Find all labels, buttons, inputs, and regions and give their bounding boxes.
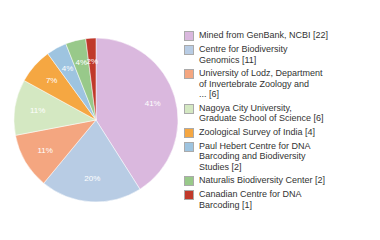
svg-text:20%: 20% (84, 174, 100, 183)
html-text:Naturalis Biodiversity Center: Naturalis Biodiversity Center [2] (199, 175, 326, 185)
html-text:Mined from GenBank, NCBI [22]: Mined from GenBank, NCBI [22] (199, 30, 329, 40)
svg-text:7%: 7% (46, 76, 58, 85)
html-text:Centre for Biodiversity Genomi: Centre for Biodiversity Genomics [11] (199, 44, 288, 65)
svg-text:2%: 2% (87, 57, 99, 66)
svg-text:4%: 4% (76, 58, 88, 67)
html-text:Canadian Centre for DNA Barcod: Canadian Centre for DNA Barcoding [1] (199, 189, 302, 210)
svg-text:4%: 4% (62, 64, 74, 73)
html-text:University of Lodz, Department: University of Lodz, Department of Invert… (199, 68, 323, 99)
svg-text:11%: 11% (30, 106, 45, 115)
svg-text:41%: 41% (145, 99, 161, 108)
html-text:Zoological Survey of India [4]: Zoological Survey of India [4] (199, 126, 316, 137)
svg-text:11%: 11% (37, 146, 52, 155)
html-text:Nagoya City University, Gradua: Nagoya City University, Graduate School … (199, 102, 324, 123)
html-text:Paul Hebert Centre for DNA Bar: Paul Hebert Centre for DNA Barcoding and… (199, 140, 311, 172)
